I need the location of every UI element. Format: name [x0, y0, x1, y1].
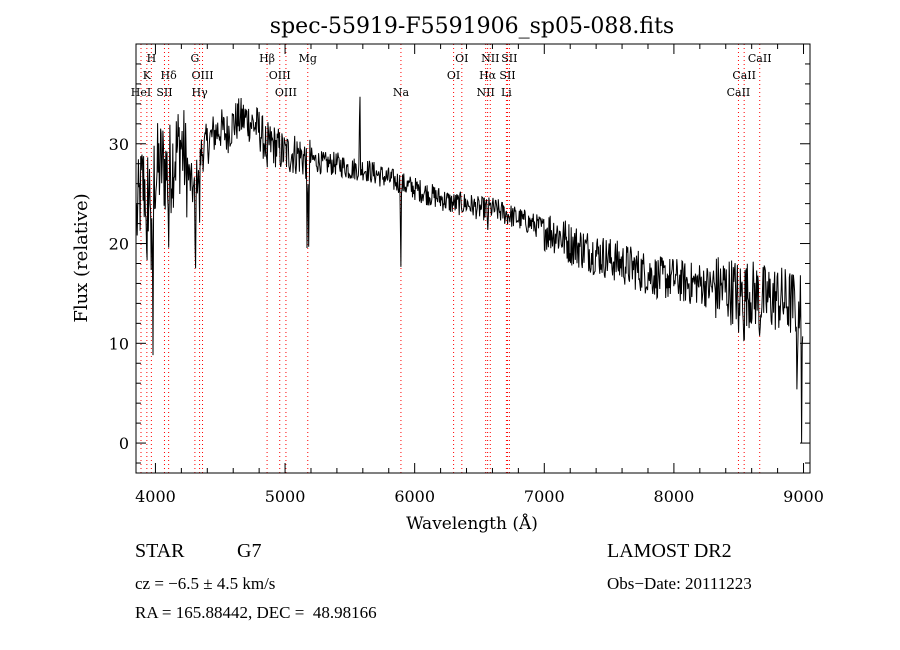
line-label-20: Li — [501, 86, 512, 99]
line-label-6: OIII — [191, 69, 213, 82]
x-tick-label-0: 4000 — [135, 487, 176, 506]
observation-date: Obs−Date: 20111223 — [607, 574, 752, 593]
y-axis-ticks: 0 10 20 30 — [109, 63, 810, 464]
x-tick-label-4: 8000 — [654, 487, 695, 506]
y-tick-label-1: 10 — [109, 334, 129, 353]
spectral-line-labels: HK HeI Hδ SII G OIII Hγ Hβ OIII OIII Mg Na OI OI NII Hα… — [131, 52, 772, 99]
x-tick-label-3: 7000 — [524, 487, 565, 506]
plot-frame — [135, 43, 811, 474]
x-tick-label-1: 5000 — [265, 487, 306, 506]
line-label-14: OI — [455, 52, 468, 65]
line-label-18: SII — [499, 69, 515, 82]
redshift-velocity: cz = −6.5 ± 4.5 km/s — [135, 574, 276, 593]
y-tick-label-2: 20 — [109, 235, 129, 254]
line-label-23: CaII — [748, 52, 772, 65]
line-label-5: G — [190, 52, 199, 65]
line-label-10: OIII — [275, 86, 297, 99]
line-label-4: SII — [156, 86, 172, 99]
object-class: STAR — [135, 540, 185, 562]
y-axis-label: Flux (relative) — [71, 193, 92, 322]
spectrum-series — [136, 96, 804, 444]
line-label-21: CaII — [727, 86, 751, 99]
line-label-7: Hγ — [191, 86, 208, 99]
x-tick-label-2: 6000 — [394, 487, 435, 506]
sky-coordinates: RA = 165.88442, DEC = 48.98166 — [135, 603, 377, 622]
line-label-9: OIII — [269, 69, 291, 82]
line-label-1: K — [143, 69, 152, 82]
line-label-8: Hβ — [259, 52, 275, 65]
y-tick-label-3: 30 — [109, 135, 129, 154]
x-axis-ticks: 4000 5000 6000 7000 8000 9000 — [135, 44, 824, 506]
line-label-2: HeI — [131, 86, 151, 99]
line-label-17: NII — [481, 52, 499, 65]
line-label-12: Na — [393, 86, 410, 99]
line-label-3: Hδ — [161, 69, 178, 82]
x-tick-label-5: 9000 — [783, 487, 824, 506]
x-axis-label: Wavelength (Å) — [406, 513, 538, 534]
line-label-13: OI — [447, 69, 460, 82]
line-label-22: CaII — [732, 69, 756, 82]
line-label-16: Hα — [479, 69, 497, 82]
chart-title: spec-55919-F5591906_sp05-088.fits — [270, 14, 674, 39]
line-label-15: NII — [477, 86, 495, 99]
line-label-0: H — [147, 52, 157, 65]
object-subclass: G7 — [237, 540, 262, 562]
y-tick-label-0: 0 — [119, 434, 129, 453]
line-label-19: SII — [501, 52, 517, 65]
data-release: LAMOST DR2 — [607, 540, 732, 562]
line-label-11: Mg — [299, 52, 317, 65]
spectral-line-markers — [140, 44, 761, 473]
